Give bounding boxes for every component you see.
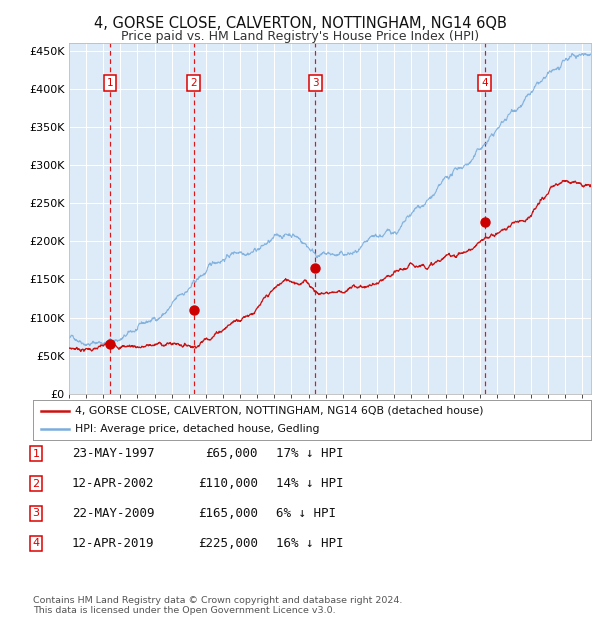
Text: 4: 4 [32,538,40,548]
Text: 12-APR-2002: 12-APR-2002 [72,477,155,490]
Text: 4: 4 [481,78,488,88]
Text: Price paid vs. HM Land Registry's House Price Index (HPI): Price paid vs. HM Land Registry's House … [121,30,479,43]
Text: 22-MAY-2009: 22-MAY-2009 [72,507,155,520]
Text: 14% ↓ HPI: 14% ↓ HPI [276,477,343,490]
Text: 6% ↓ HPI: 6% ↓ HPI [276,507,336,520]
Text: 16% ↓ HPI: 16% ↓ HPI [276,537,343,549]
Text: 12-APR-2019: 12-APR-2019 [72,537,155,549]
Text: Contains HM Land Registry data © Crown copyright and database right 2024.
This d: Contains HM Land Registry data © Crown c… [33,596,403,615]
Text: 4, GORSE CLOSE, CALVERTON, NOTTINGHAM, NG14 6QB: 4, GORSE CLOSE, CALVERTON, NOTTINGHAM, N… [94,16,506,30]
Text: 3: 3 [32,508,40,518]
Text: £110,000: £110,000 [198,477,258,490]
Text: 2: 2 [190,78,197,88]
Text: 1: 1 [106,78,113,88]
Text: 4, GORSE CLOSE, CALVERTON, NOTTINGHAM, NG14 6QB (detached house): 4, GORSE CLOSE, CALVERTON, NOTTINGHAM, N… [75,405,484,416]
Text: 1: 1 [32,449,40,459]
Text: 23-MAY-1997: 23-MAY-1997 [72,448,155,460]
Text: £65,000: £65,000 [205,448,258,460]
Text: 2: 2 [32,479,40,489]
Text: £225,000: £225,000 [198,537,258,549]
Text: 3: 3 [312,78,319,88]
Text: £165,000: £165,000 [198,507,258,520]
Text: HPI: Average price, detached house, Gedling: HPI: Average price, detached house, Gedl… [75,424,319,435]
Text: 17% ↓ HPI: 17% ↓ HPI [276,448,343,460]
